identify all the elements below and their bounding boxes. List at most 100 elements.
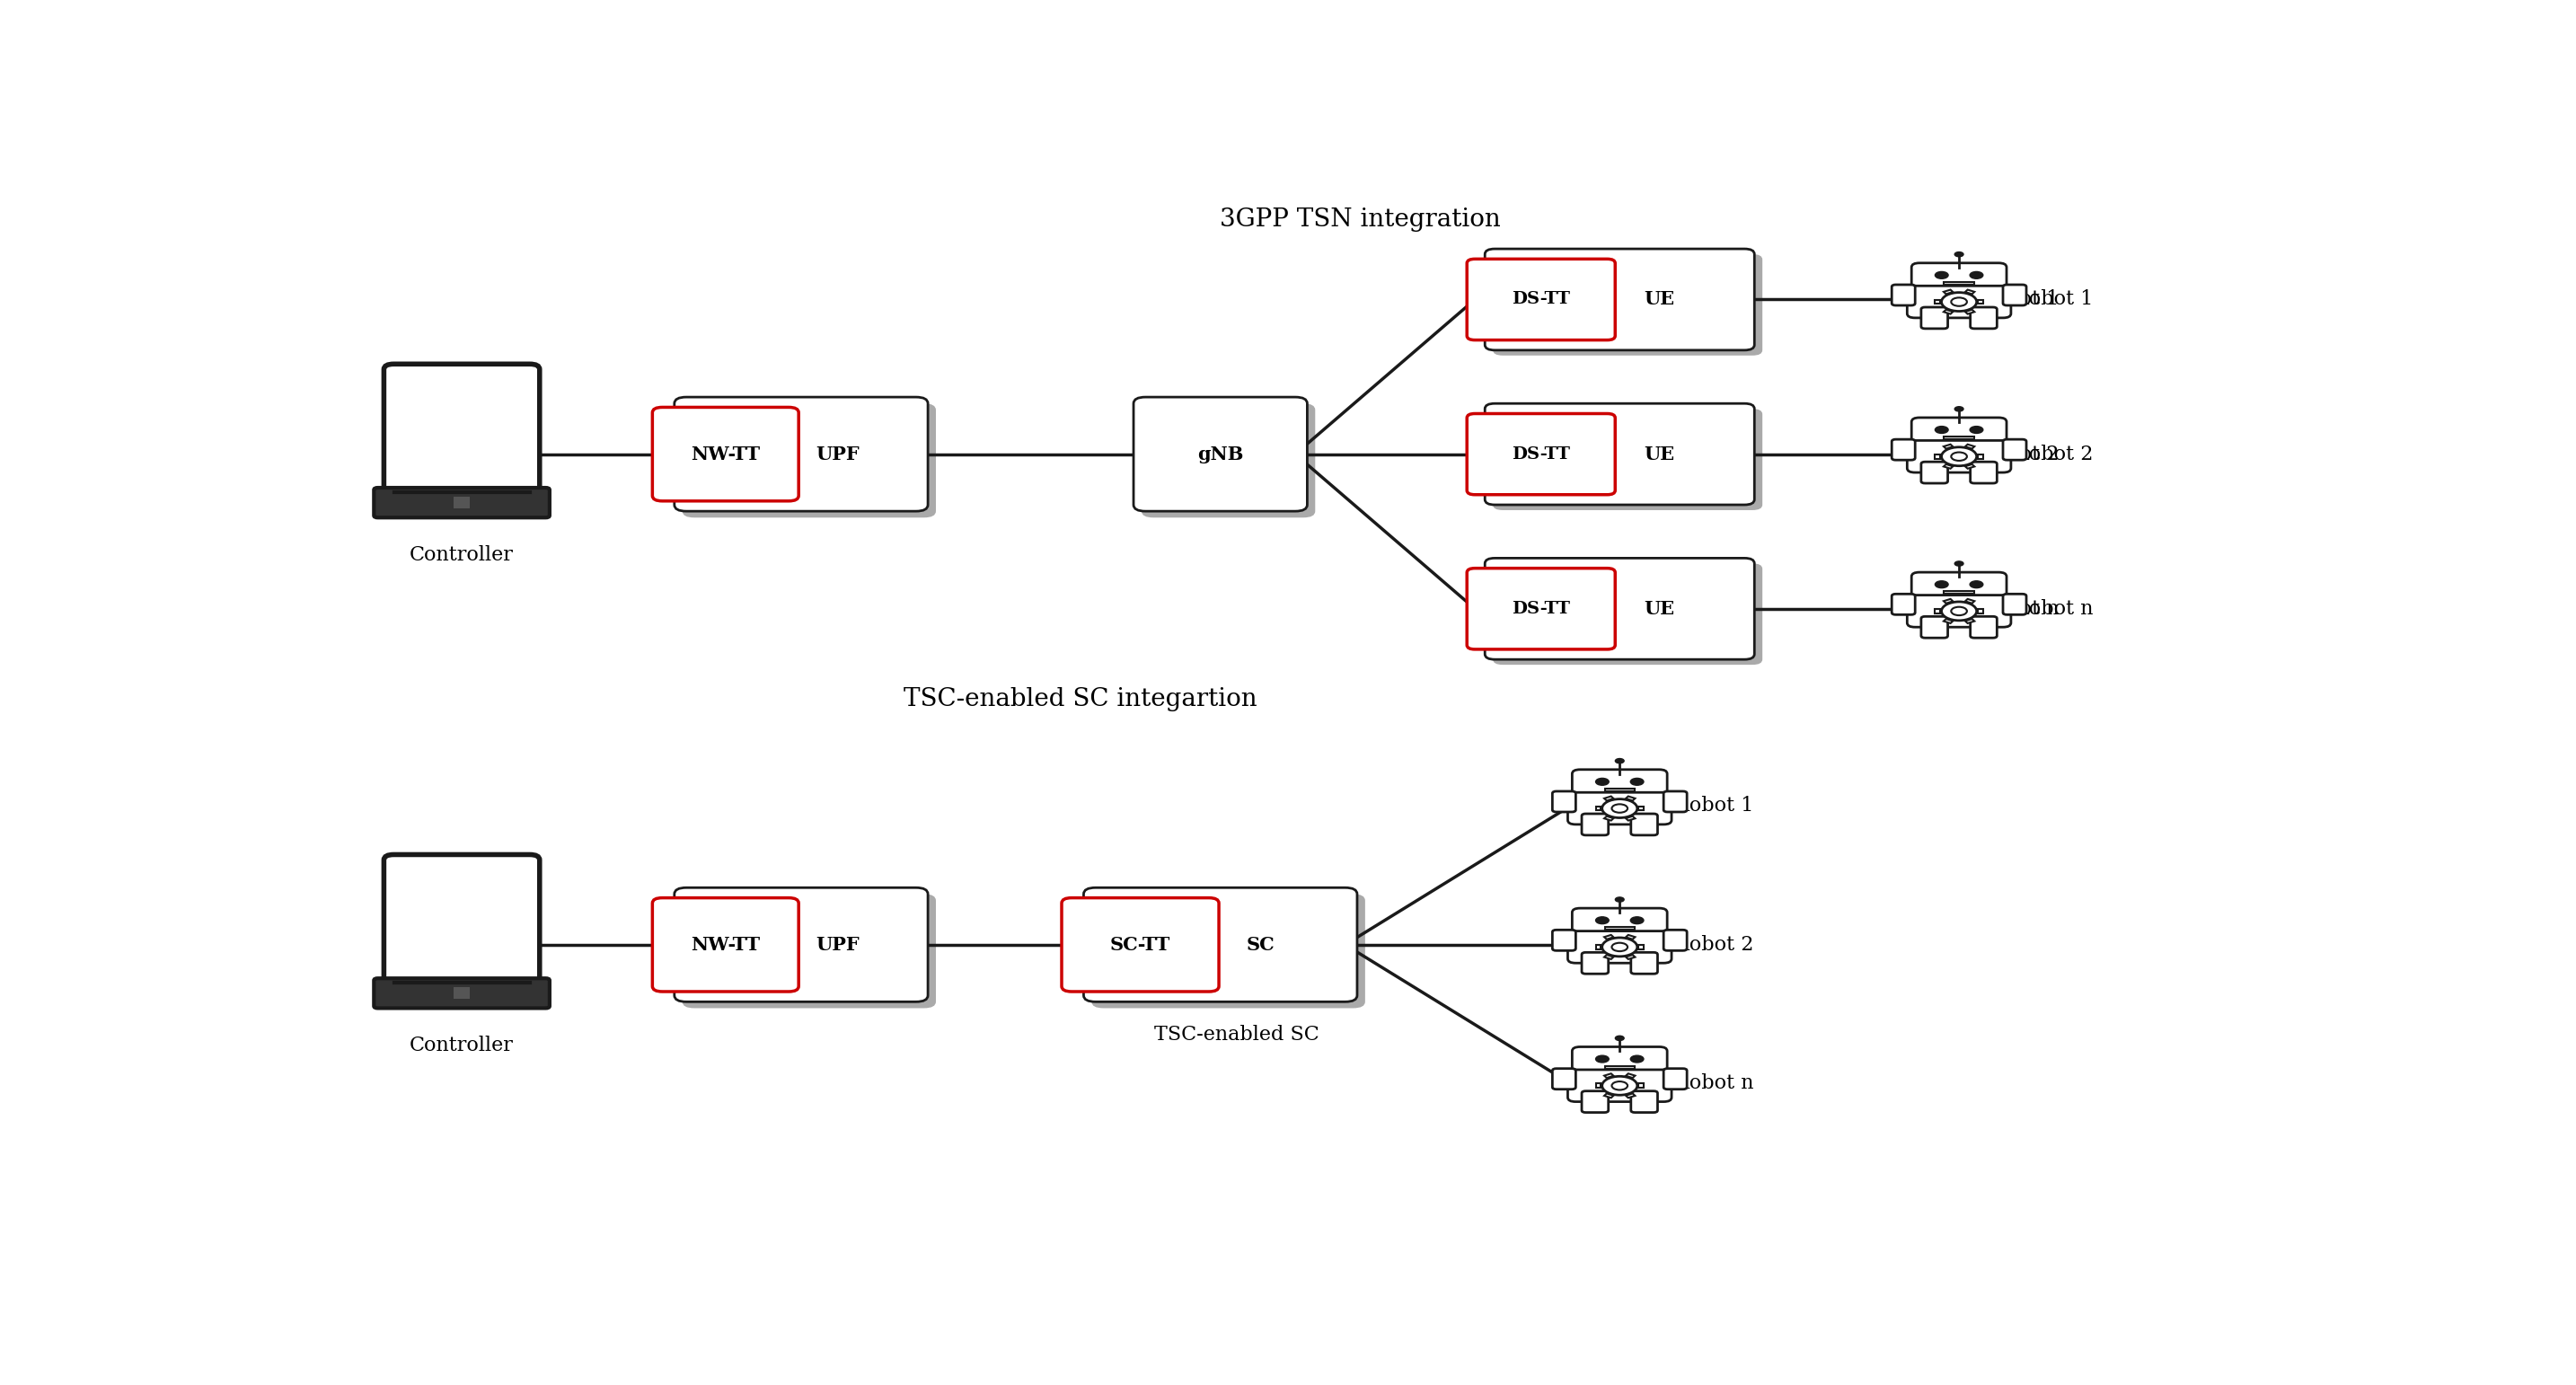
Text: SC: SC [1247,936,1275,954]
Text: UE: UE [1643,291,1674,309]
Text: Robot 2: Robot 2 [1674,935,1754,954]
Bar [1945,436,1973,439]
Text: Robot 1: Robot 1 [1674,796,1754,816]
FancyBboxPatch shape [683,895,935,1008]
Bar [1965,445,1973,449]
Bar [1965,598,1973,604]
Circle shape [1971,271,1984,278]
Circle shape [1613,805,1628,813]
Circle shape [1950,453,1968,461]
FancyBboxPatch shape [1582,814,1607,835]
Circle shape [1971,580,1984,589]
Bar [1978,609,1984,614]
Circle shape [1602,799,1638,817]
FancyBboxPatch shape [1971,307,1996,328]
Circle shape [1615,897,1623,902]
Bar [1978,454,1984,458]
FancyBboxPatch shape [453,497,469,508]
FancyBboxPatch shape [374,488,549,518]
Text: TSC-enabled SC: TSC-enabled SC [1154,1025,1319,1044]
Bar [1945,310,1953,314]
Text: Robot n: Robot n [1674,1073,1754,1093]
FancyBboxPatch shape [1141,403,1316,518]
FancyBboxPatch shape [652,407,799,501]
Bar [1945,598,1953,604]
Bar [1625,935,1636,939]
FancyBboxPatch shape [1553,1069,1577,1089]
FancyBboxPatch shape [1911,572,2007,601]
Bar [1605,927,1636,931]
Bar [1625,816,1636,820]
Text: NW-TT: NW-TT [690,445,760,463]
FancyBboxPatch shape [1133,397,1306,511]
Text: NW-TT: NW-TT [690,936,760,954]
FancyBboxPatch shape [675,397,927,511]
Text: Robot 2: Robot 2 [1981,445,2058,464]
FancyBboxPatch shape [1891,594,1914,615]
Text: TSC-enabled SC integartion: TSC-enabled SC integartion [904,687,1257,712]
Circle shape [1955,561,1963,566]
Bar [1595,1083,1600,1087]
FancyBboxPatch shape [1631,953,1656,974]
Bar [1638,806,1643,810]
FancyBboxPatch shape [675,888,927,1001]
Text: DS-TT: DS-TT [1512,601,1571,616]
Circle shape [1942,292,1976,312]
Text: Controller: Controller [410,1036,513,1055]
FancyBboxPatch shape [1494,564,1762,665]
FancyBboxPatch shape [1922,307,1947,328]
Bar [1625,1093,1636,1098]
Circle shape [1595,917,1610,924]
Bar [1605,1073,1613,1078]
Circle shape [1950,298,1968,306]
Text: DS-TT: DS-TT [1512,291,1571,307]
Bar [1945,464,1953,468]
FancyBboxPatch shape [1484,249,1754,350]
FancyBboxPatch shape [1906,285,2012,317]
FancyBboxPatch shape [1569,931,1672,963]
FancyBboxPatch shape [1971,461,1996,483]
Bar [1965,464,1973,468]
FancyBboxPatch shape [2004,594,2027,615]
Circle shape [1935,427,1947,434]
FancyBboxPatch shape [1084,888,1358,1001]
Bar [1965,289,1973,294]
Text: DS-TT: DS-TT [1512,446,1571,463]
FancyBboxPatch shape [1484,558,1754,659]
FancyBboxPatch shape [1494,409,1762,510]
FancyBboxPatch shape [1571,909,1667,938]
FancyBboxPatch shape [1631,1091,1656,1112]
FancyBboxPatch shape [652,897,799,992]
FancyBboxPatch shape [1922,616,1947,638]
Text: SC-TT: SC-TT [1110,936,1170,954]
Bar [1935,454,1940,458]
Circle shape [1631,778,1643,785]
Bar [1605,816,1613,820]
FancyBboxPatch shape [1906,440,2012,472]
Circle shape [1602,1076,1638,1096]
Bar [1595,945,1600,949]
Circle shape [1615,759,1623,763]
FancyBboxPatch shape [453,988,469,999]
Bar [1625,1073,1636,1078]
Bar [1945,619,1953,623]
Bar [1935,609,1940,614]
Bar [1965,310,1973,314]
Bar [1595,806,1600,810]
Circle shape [1942,601,1976,620]
Circle shape [1613,943,1628,951]
FancyBboxPatch shape [1911,263,2007,292]
Bar [1945,445,1953,449]
FancyBboxPatch shape [1484,403,1754,504]
Circle shape [1955,407,1963,411]
FancyBboxPatch shape [1553,929,1577,950]
Circle shape [1935,271,1947,278]
FancyBboxPatch shape [1891,439,1914,460]
Text: 3GPP TSN integration: 3GPP TSN integration [1218,208,1502,231]
Text: UPF: UPF [817,936,860,954]
FancyBboxPatch shape [1664,791,1687,812]
FancyBboxPatch shape [1571,770,1667,799]
FancyBboxPatch shape [384,364,538,497]
Circle shape [1631,917,1643,924]
Circle shape [1631,1055,1643,1062]
